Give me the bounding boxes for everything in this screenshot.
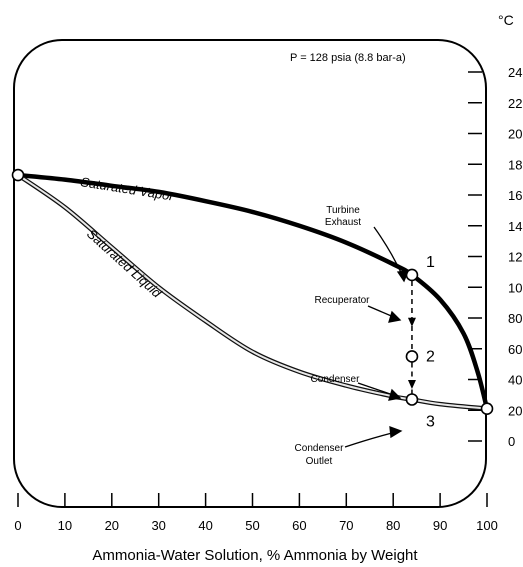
- state-points: 1 2 3: [11, 168, 494, 430]
- y-tick-label: 240: [508, 65, 523, 80]
- y-tick-label: 60: [508, 342, 522, 357]
- pressure-title: P = 128 psia (8.8 bar-a): [290, 52, 406, 64]
- x-tick-label: 70: [339, 518, 353, 533]
- x-tick-label: 0: [14, 518, 21, 533]
- x-tick-label: 100: [476, 518, 498, 533]
- annotation-arrows: [344, 226, 410, 448]
- condenser-label: Condenser: [311, 374, 361, 385]
- y-tick-label: 20: [508, 403, 522, 418]
- state-point: [480, 402, 494, 416]
- turbine-arrowhead: [396, 270, 410, 283]
- x-tick-label: 80: [386, 518, 400, 533]
- x-tick-label: 40: [198, 518, 212, 533]
- condenser-outlet-label-line1: Condenser: [295, 443, 345, 454]
- recuperator-arrowhead: [388, 310, 402, 323]
- saturated-vapor-label: Saturated Vapor: [80, 174, 176, 204]
- y-tick-label: 0: [508, 434, 515, 449]
- state-point: [405, 393, 419, 406]
- y-tick-label: 40: [508, 373, 522, 388]
- x-tick-label: 60: [292, 518, 306, 533]
- y-tick-label: 120: [508, 250, 523, 265]
- process-arrowhead: [407, 379, 416, 389]
- outlet-arrowhead: [389, 426, 403, 439]
- condenser-arrow: [357, 382, 397, 397]
- y-tick-label: 200: [508, 127, 523, 142]
- state-point-number: 1: [426, 254, 435, 271]
- condenser-outlet-label-line2: Outlet: [306, 456, 333, 467]
- state-point-number: 2: [426, 348, 435, 365]
- y-axis-right: 0 20 40 60 80 100 120 140 160 180 200 220 240: [468, 65, 523, 449]
- x-tick-label: 20: [105, 518, 119, 533]
- y-tick-label: 140: [508, 219, 523, 234]
- x-tick-label: 30: [151, 518, 165, 533]
- state-point: [11, 168, 25, 182]
- plot-frame: [13, 39, 487, 508]
- saturated-liquid-label: Saturated Liquid: [84, 226, 165, 301]
- turbine-exhaust-label-line1: Turbine: [326, 205, 360, 216]
- process-path: [407, 280, 416, 394]
- y-tick-label: 220: [508, 96, 523, 111]
- state-point-number: 3: [426, 413, 435, 430]
- x-tick-label: 90: [433, 518, 447, 533]
- x-tick-label: 50: [245, 518, 259, 533]
- y-tick-label: 180: [508, 157, 523, 172]
- y-unit-label: °C: [498, 12, 514, 28]
- state-point: [405, 350, 419, 363]
- saturated-vapor-curve: [15, 172, 490, 411]
- curves: [15, 172, 490, 411]
- x-tick-label: 10: [58, 518, 72, 533]
- x-axis: 0 10 20 30 40 50 60 70 80 90 100: [14, 493, 498, 533]
- y-tick-label: 160: [508, 188, 523, 203]
- y-tick-label: 80: [508, 311, 522, 326]
- y-tick-label: 100: [508, 280, 523, 295]
- recuperator-label: Recuperator: [314, 295, 370, 306]
- outlet-arrow: [344, 431, 397, 448]
- condenser-arrowhead: [388, 388, 402, 401]
- turbine-exhaust-label-line2: Exhaust: [325, 217, 361, 228]
- x-axis-label: Ammonia-Water Solution, % Ammonia by Wei…: [92, 547, 418, 564]
- process-arrowhead: [407, 317, 416, 327]
